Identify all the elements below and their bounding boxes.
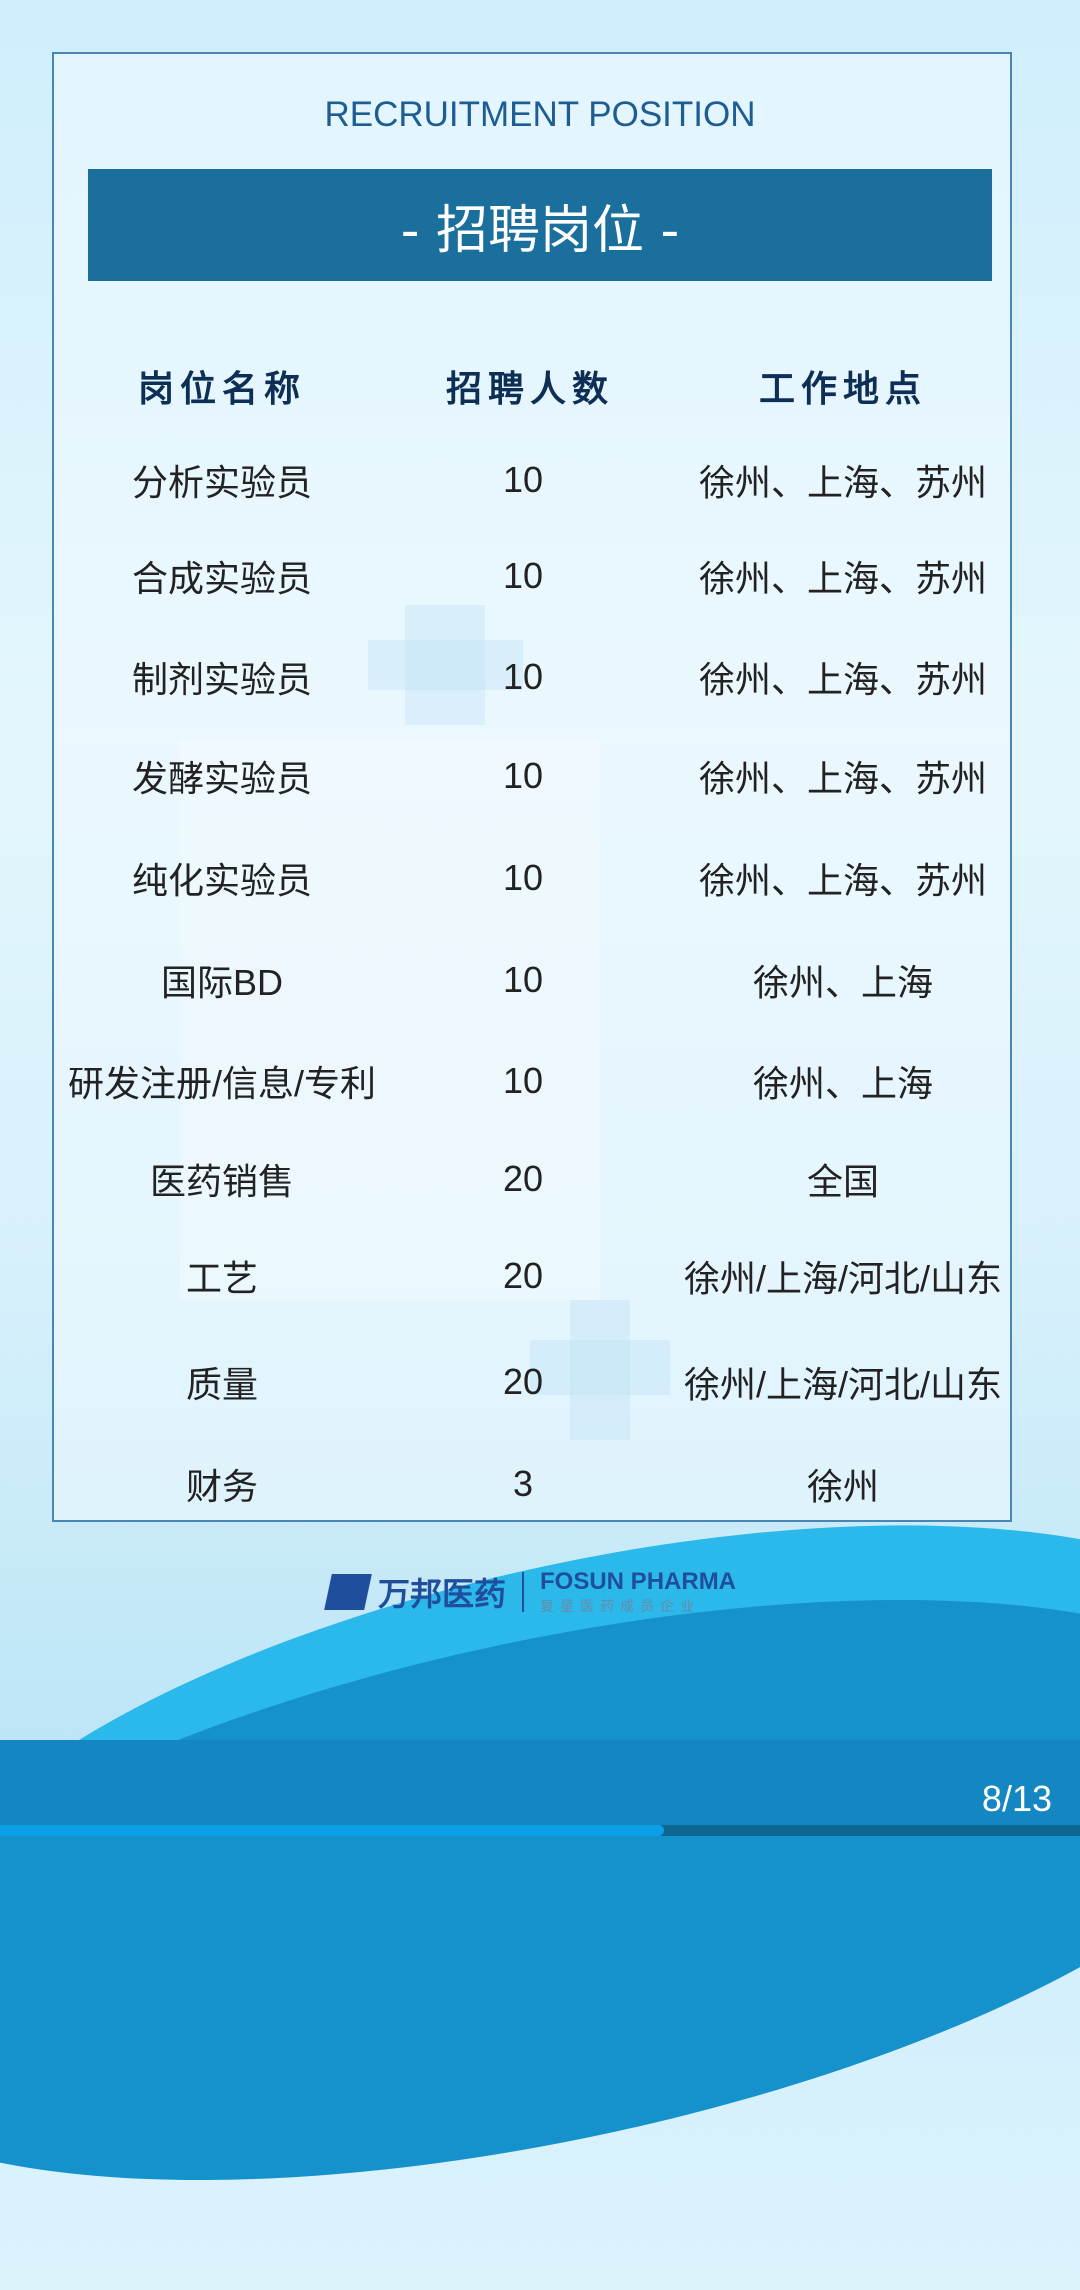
header-count: 招聘人数 <box>445 369 615 410</box>
cell-position: 财务 <box>185 1466 259 1507</box>
progress-fill <box>0 1825 665 1836</box>
cell-location: 徐州、上海、苏州 <box>698 558 988 599</box>
cell-location: 徐州、上海、苏州 <box>698 860 988 901</box>
cell-count: 10 <box>502 1060 544 1101</box>
recruitment-card <box>52 52 1012 1522</box>
title-banner: - 招聘岗位 - <box>88 169 992 281</box>
page-indicator: 8/13 <box>981 1778 1052 1819</box>
cell-position: 纯化实验员 <box>131 860 313 901</box>
cell-position: 发酵实验员 <box>131 758 313 799</box>
header-position: 岗位名称 <box>137 369 307 410</box>
cell-position: 工艺 <box>185 1258 259 1299</box>
logo-sub: 复星医药成员企业 <box>540 1599 701 1615</box>
cell-location: 徐州、上海 <box>752 962 934 1003</box>
bottom-band <box>0 1740 1080 1836</box>
cell-position: 医药销售 <box>149 1161 295 1202</box>
cell-position: 研发注册/信息/专利 <box>67 1063 377 1104</box>
cell-count: 10 <box>502 555 544 596</box>
cell-count: 20 <box>502 1255 544 1296</box>
title-chinese: - 招聘岗位 - <box>400 200 680 261</box>
logo-cn: 万邦医药 <box>378 1575 507 1613</box>
cell-location: 徐州、上海、苏州 <box>698 659 988 700</box>
cell-location: 徐州、上海、苏州 <box>698 758 988 799</box>
cell-location: 全国 <box>806 1161 880 1202</box>
cell-location: 徐州、上海、苏州 <box>698 462 988 503</box>
cell-count: 10 <box>502 755 544 796</box>
cell-location: 徐州/上海/河北/山东 <box>683 1364 1003 1405</box>
title-english: RECRUITMENT POSITION <box>324 95 756 134</box>
cell-position: 分析实验员 <box>131 462 313 503</box>
cell-count: 3 <box>512 1463 534 1504</box>
progress-bar <box>0 1825 1080 1836</box>
cell-location: 徐州 <box>806 1466 880 1507</box>
header-location: 工作地点 <box>758 369 928 410</box>
logo-mark-icon <box>324 1574 372 1610</box>
cell-count: 10 <box>502 459 544 500</box>
logo-divider <box>522 1572 525 1612</box>
cell-count: 10 <box>502 656 544 697</box>
cell-count: 10 <box>502 857 544 898</box>
cell-position: 合成实验员 <box>131 558 313 599</box>
cell-position: 国际BD <box>160 962 284 1003</box>
cell-location: 徐州/上海/河北/山东 <box>683 1258 1003 1299</box>
cell-count: 20 <box>502 1361 544 1402</box>
company-logo: 万邦医药 FOSUN PHARMA 复星医药成员企业 <box>324 1568 737 1616</box>
cell-location: 徐州、上海 <box>752 1063 934 1104</box>
cell-position: 制剂实验员 <box>131 659 313 700</box>
cell-count: 10 <box>502 959 544 1000</box>
cell-position: 质量 <box>185 1364 259 1405</box>
cell-count: 20 <box>502 1158 544 1199</box>
logo-en: FOSUN PHARMA <box>540 1568 737 1595</box>
